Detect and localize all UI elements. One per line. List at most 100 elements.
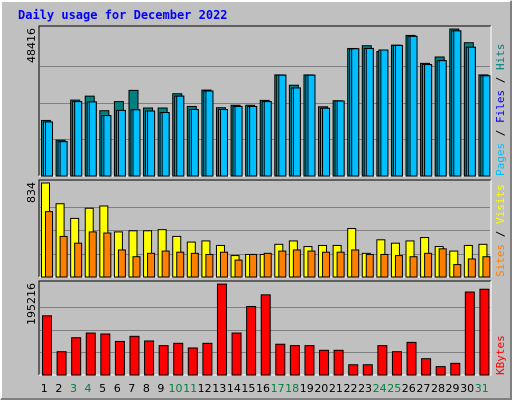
kbytes-bar (450, 362, 461, 376)
sites-bar (88, 231, 97, 278)
sites-bar (249, 253, 258, 278)
kbytes-bar (173, 342, 184, 376)
sites-bar (234, 259, 243, 278)
kbytes-bar (114, 340, 125, 376)
kbytes-bar (377, 345, 388, 376)
pages-bar (482, 75, 491, 177)
day-label: 17 (271, 382, 285, 395)
day-label: 15 (241, 382, 255, 395)
sites-bar (307, 250, 316, 278)
day-label: 25 (387, 382, 401, 395)
pages-bar (249, 105, 258, 177)
day-label: 5 (99, 382, 106, 395)
sites-bar (351, 249, 360, 278)
day-label: 1 (41, 382, 48, 395)
day-label: 28 (431, 382, 445, 395)
pages-bar (205, 90, 214, 177)
pages-bar (263, 101, 272, 177)
panel-hits-files-pages: 48416 Pages / Files / Hits (25, 25, 507, 177)
pages-bar (219, 109, 228, 177)
kbytes-bar (158, 345, 169, 376)
kbytes-bar (100, 333, 111, 376)
sites-bar (394, 255, 403, 278)
sites-bar (322, 251, 331, 278)
sites-bar (103, 232, 112, 278)
day-label: 22 (343, 382, 357, 395)
day-label: 18 (285, 382, 299, 395)
pages-bar (190, 109, 199, 177)
kbytes-bar (216, 283, 227, 376)
pages-bar (424, 64, 433, 177)
day-label: 4 (85, 382, 92, 395)
pages-bar (336, 100, 345, 177)
pages-bar (394, 44, 403, 177)
sites-bar (176, 251, 185, 278)
day-label: 16 (256, 382, 270, 395)
kbytes-bar (464, 291, 475, 376)
pages-bar (292, 87, 301, 177)
sites-bar (424, 252, 433, 278)
pages-bar (438, 60, 447, 177)
day-label: 24 (373, 382, 387, 395)
sites-bar (336, 251, 345, 278)
day-label: 10 (169, 382, 183, 395)
day-label: 19 (300, 382, 314, 395)
plot-border-top-left (38, 25, 491, 176)
kbytes-bar (319, 349, 330, 376)
legend-separator: / (494, 70, 507, 90)
kbytes-bar (231, 332, 242, 376)
kbytes-bar (479, 288, 490, 376)
kbytes-bar (304, 345, 315, 376)
day-label: 30 (460, 382, 474, 395)
pages-bar (322, 107, 331, 177)
panel-visits-sites: 834 Sites / Visits (25, 179, 507, 278)
kbytes-bar (144, 340, 155, 376)
sites-bar (161, 250, 170, 278)
legend-files: Files (494, 90, 507, 123)
sites-bar (453, 264, 462, 278)
legend: Sites / Visits (494, 184, 507, 277)
legend-separator: / (494, 224, 507, 244)
day-labels: 1 2 3 4 5 6 7 8 9 10 11 12 13 14 15 16 17 18 19 20 21 22 23 24 2… (41, 382, 489, 395)
kbytes-bar (56, 351, 67, 376)
kbytes-bar (71, 337, 82, 376)
sites-bar (365, 253, 374, 278)
day-label: 8 (143, 382, 150, 395)
sites-bar (132, 256, 141, 278)
y-max-label: 48416 (25, 28, 38, 63)
kbytes-bar (391, 351, 402, 376)
pages-bar (117, 109, 126, 177)
legend-hits: Hits (494, 44, 507, 71)
pages-bar (147, 110, 156, 177)
pages-bar (176, 95, 185, 177)
sites-bar (45, 211, 53, 278)
kbytes-bar (333, 349, 344, 376)
kbytes-bar (260, 294, 271, 376)
sites-bar (380, 253, 389, 278)
sites-bar (74, 242, 83, 278)
pages-bar (103, 115, 112, 177)
pages-bar (409, 35, 418, 177)
sites-bar (409, 256, 418, 278)
day-label: 9 (157, 382, 164, 395)
kbytes-bar (275, 343, 286, 376)
kbytes-bar (85, 332, 96, 376)
kbytes-bar (406, 341, 417, 376)
chart-title: Daily usage for December 2022 (18, 8, 228, 22)
legend: KBytes (494, 335, 507, 375)
day-label: 20 (314, 382, 328, 395)
day-label: 3 (70, 382, 77, 395)
sites-bar (117, 249, 126, 278)
kbytes-bar (362, 364, 373, 376)
sites-bar (190, 252, 199, 278)
legend-kbytes: KBytes (494, 335, 507, 375)
pages-bar (59, 141, 68, 177)
sites-bar (219, 251, 228, 278)
day-label: 14 (227, 382, 241, 395)
legend-separator: / (494, 123, 507, 143)
pages-bar (278, 74, 287, 177)
sites-bar (263, 252, 272, 278)
